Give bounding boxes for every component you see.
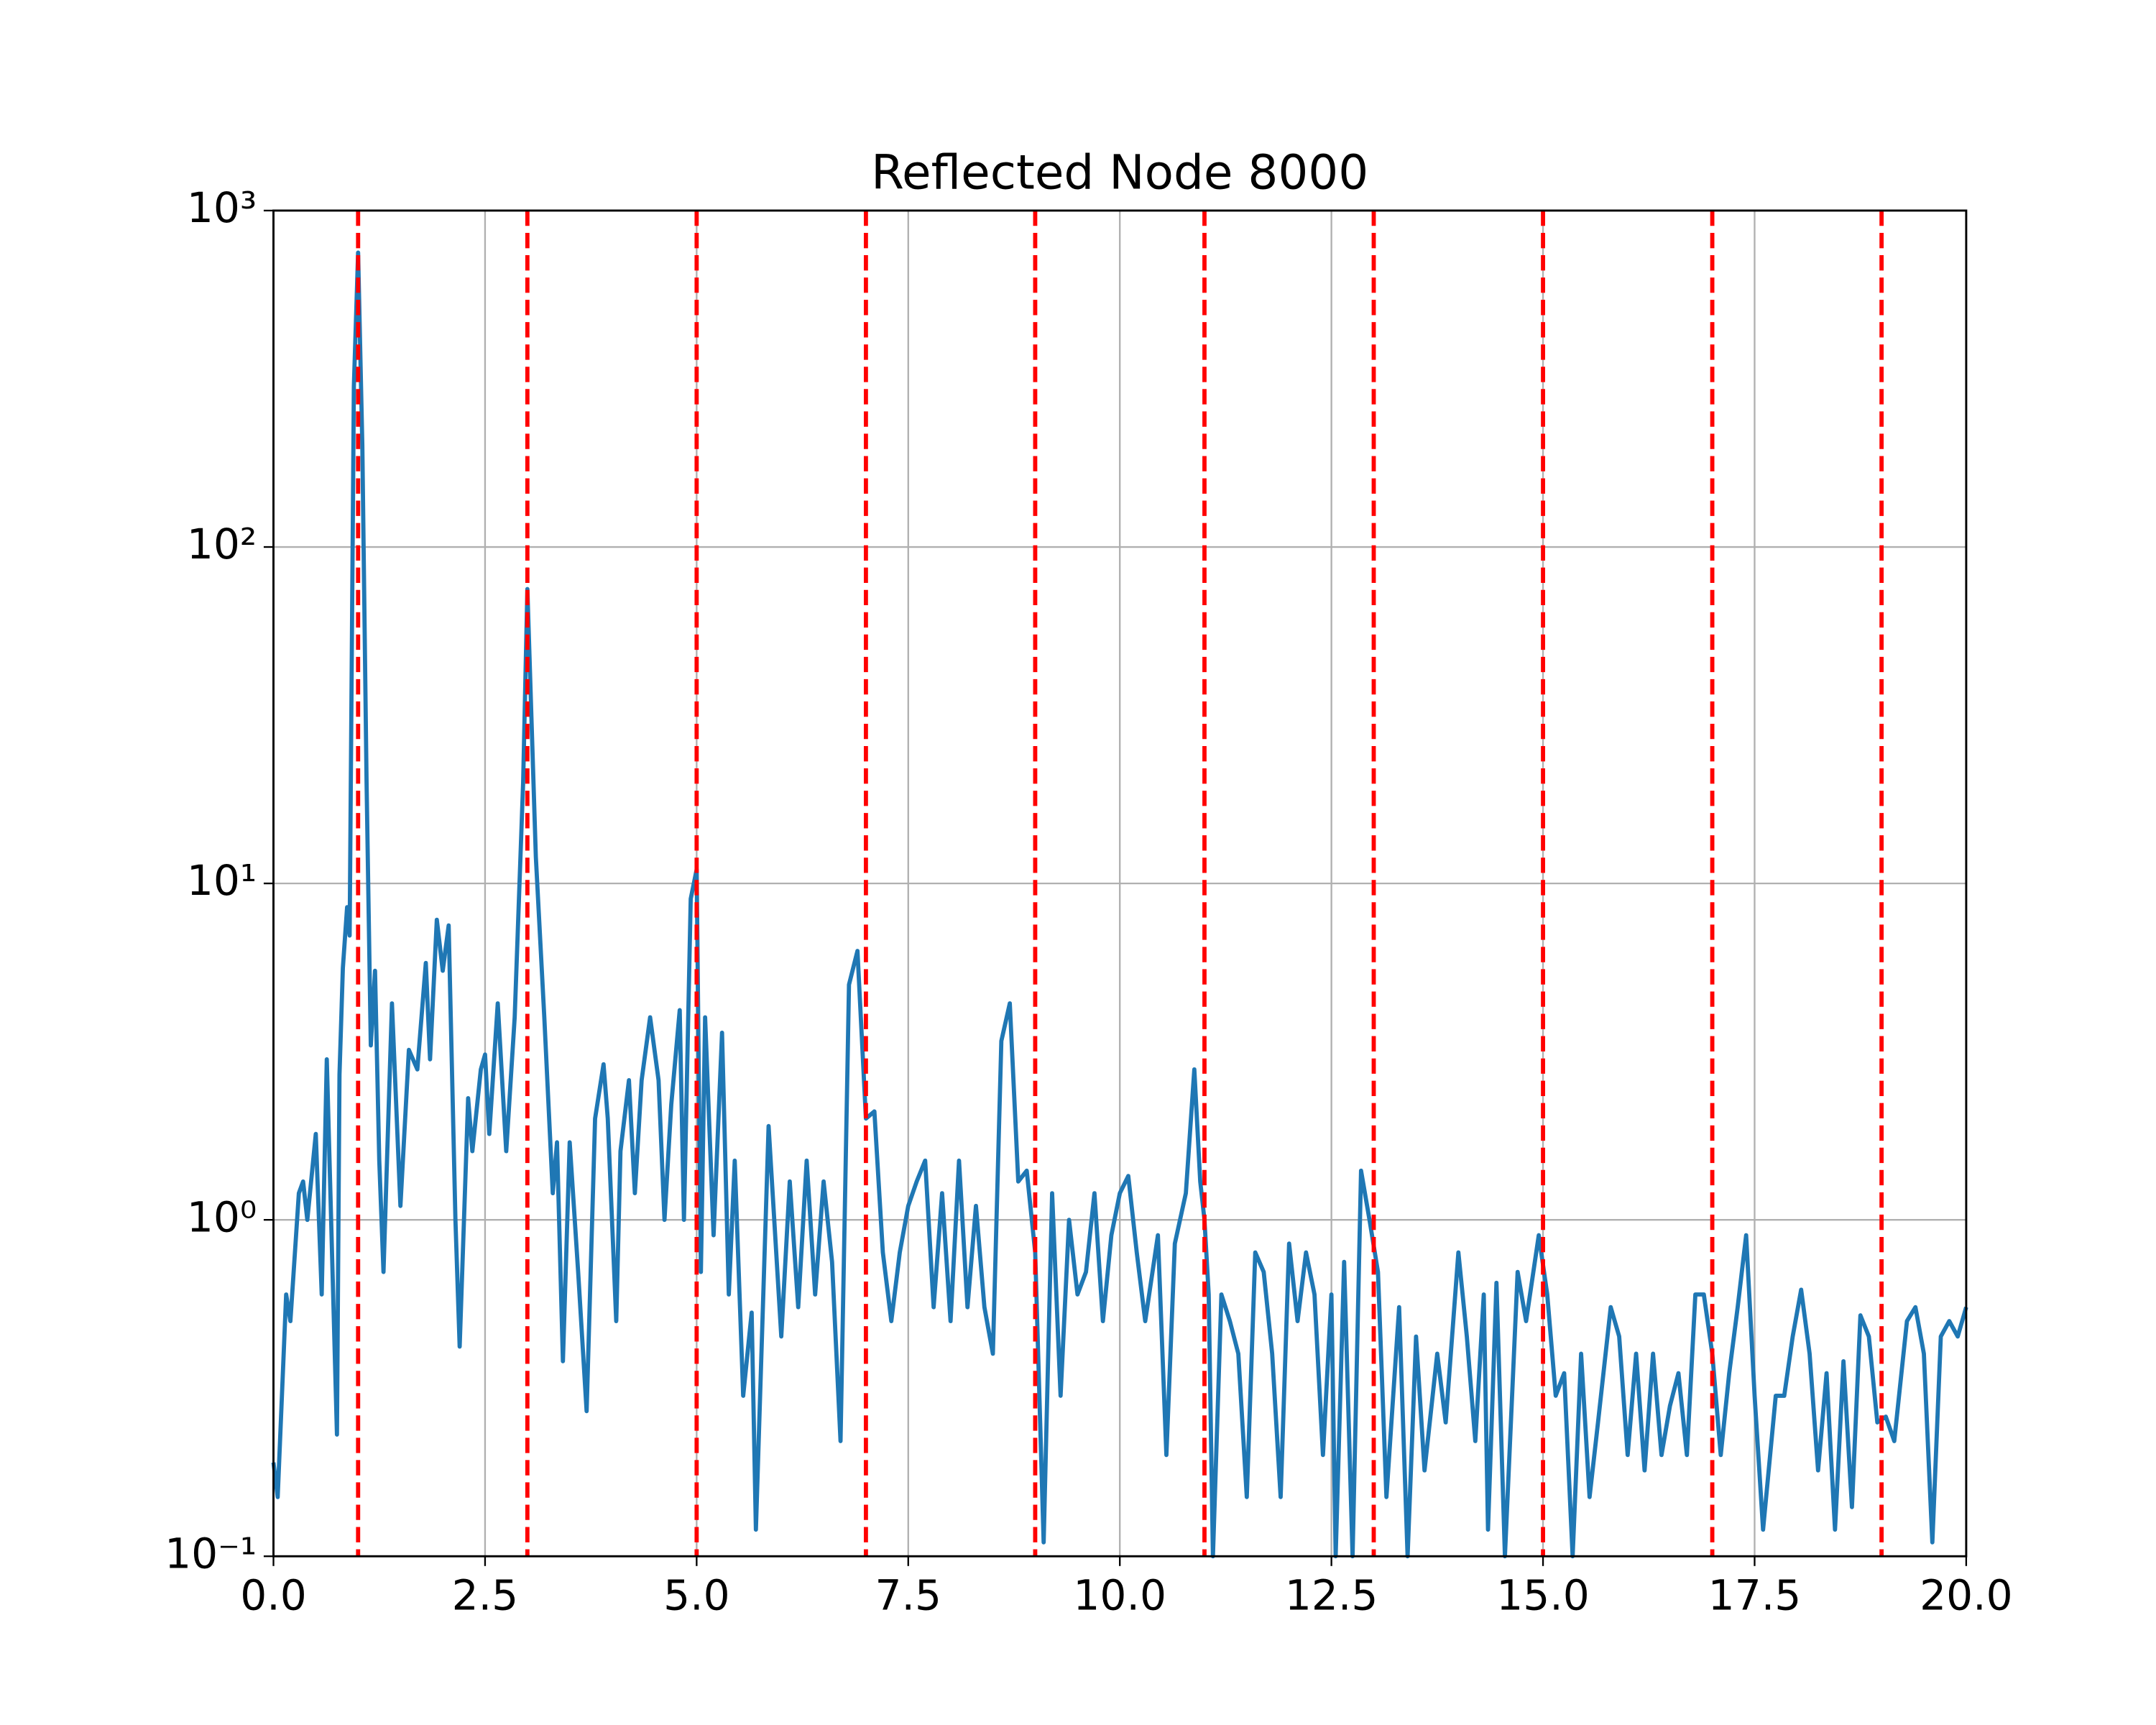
y-tick-label: 10⁰ bbox=[187, 1192, 257, 1241]
chart-title: Reflected Node 8000 bbox=[871, 145, 1368, 201]
x-tick-label: 12.5 bbox=[1285, 1571, 1378, 1620]
y-tick-label: 10⁻¹ bbox=[165, 1529, 257, 1578]
data-line bbox=[271, 250, 1968, 1559]
x-tick-label: 10.0 bbox=[1073, 1571, 1166, 1620]
plot-area bbox=[271, 210, 1968, 1559]
x-tick-label: 5.0 bbox=[663, 1571, 730, 1620]
y-tick-label: 10¹ bbox=[187, 856, 257, 905]
y-tick-label: 10³ bbox=[187, 183, 257, 232]
x-tick-label: 20.0 bbox=[1920, 1571, 2013, 1620]
x-tick-label: 17.5 bbox=[1708, 1571, 1802, 1620]
ticks: 0.0 2.5 5.0 7.5 10.0 12.5 15.0 17.5 20.0 10⁻¹ 10⁰ 1… bbox=[165, 183, 2013, 1619]
x-tick-label: 15.0 bbox=[1496, 1571, 1590, 1620]
y-tick-label: 10² bbox=[187, 520, 257, 569]
x-tick-label: 0.0 bbox=[240, 1571, 307, 1620]
x-tick-label: 7.5 bbox=[875, 1571, 942, 1620]
x-tick-label: 2.5 bbox=[452, 1571, 519, 1620]
